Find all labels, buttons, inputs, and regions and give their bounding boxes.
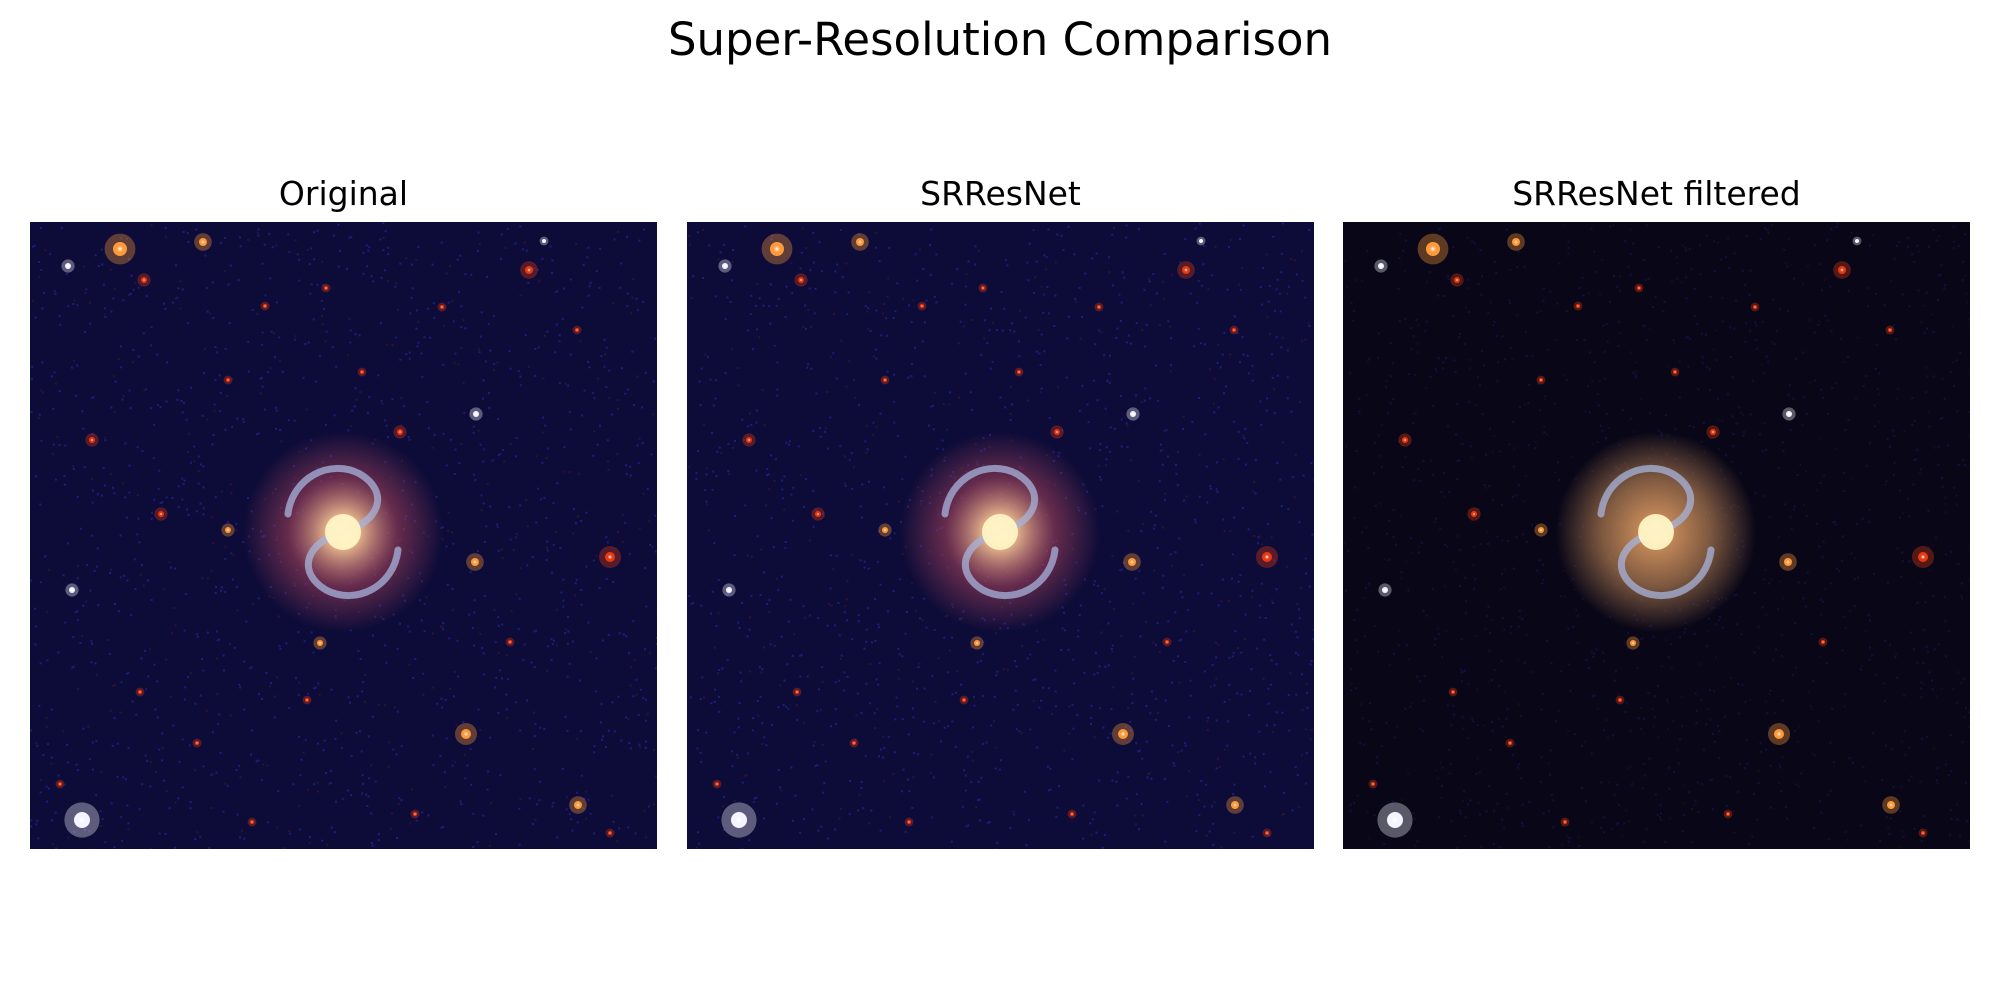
noise-layer (1343, 222, 1970, 849)
panel-title-srresnet-filtered: SRResNet filtered (1512, 174, 1801, 213)
galaxy-core (982, 514, 1018, 550)
spiral-galaxy (900, 432, 1100, 632)
spiral-galaxy (243, 432, 443, 632)
spiral-galaxy (1556, 432, 1756, 632)
galaxy-arms (941, 465, 1059, 599)
star-field (1368, 233, 1934, 838)
noise-layer (688, 222, 1314, 849)
galaxy-core (1638, 514, 1674, 550)
galaxy-image-srresnet (687, 222, 1314, 849)
panel-title-srresnet: SRResNet (920, 174, 1081, 213)
galaxy-arms (1597, 465, 1715, 599)
panel-title-original: Original (278, 174, 409, 213)
galaxy-image-srresnet-filtered (1343, 222, 1970, 849)
galaxy-core (325, 514, 361, 550)
panel-original: Original (30, 170, 657, 850)
panel-srresnet: SRResNet (687, 170, 1314, 850)
star-field (712, 233, 1278, 838)
galaxy-arms (284, 465, 402, 599)
panel-srresnet-filtered: SRResNet filtered (1343, 170, 1970, 850)
figure-title: Super-Resolution Comparison (667, 13, 1333, 66)
star-field (55, 233, 621, 838)
galaxy-image-original (30, 222, 657, 849)
